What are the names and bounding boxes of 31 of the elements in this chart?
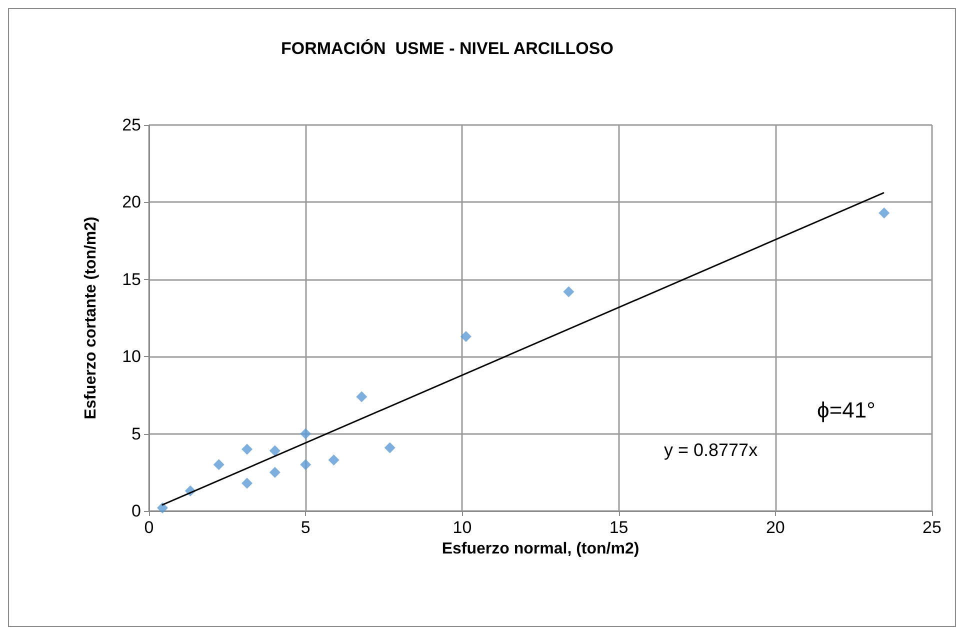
chart-title: FORMACIÓN USME - NIVEL ARCILLOSO bbox=[281, 38, 614, 58]
point bbox=[156, 502, 168, 514]
point bbox=[300, 459, 312, 470]
point bbox=[242, 478, 253, 489]
point bbox=[356, 391, 368, 402]
annotation: y = 0.8777x bbox=[664, 440, 758, 460]
y-tick-label: 0 bbox=[132, 502, 141, 520]
y-tick-label: 5 bbox=[132, 424, 141, 444]
point bbox=[300, 428, 312, 440]
y-tick-label: 10 bbox=[122, 347, 141, 366]
x-tick-label: 20 bbox=[766, 518, 785, 537]
x-tick-label: 25 bbox=[922, 518, 942, 537]
y-tick-label: 15 bbox=[122, 270, 141, 289]
point bbox=[269, 445, 280, 456]
x-tick-label: 5 bbox=[300, 518, 310, 537]
x-axis-title: Esfuerzo normal, (ton/m2) bbox=[442, 540, 640, 558]
point bbox=[384, 442, 396, 454]
point bbox=[242, 444, 253, 455]
point bbox=[328, 454, 340, 466]
y-tick-label: 20 bbox=[122, 192, 141, 212]
y-axis-title: Esfuerzo cortante (ton/m2) bbox=[82, 216, 100, 420]
point bbox=[269, 466, 280, 478]
x-tick-label: 10 bbox=[452, 518, 472, 537]
point bbox=[878, 208, 890, 219]
y-tick-label: 25 bbox=[122, 116, 141, 134]
point bbox=[213, 459, 224, 470]
point bbox=[460, 331, 472, 342]
annotation: ϕ=41° bbox=[817, 398, 876, 422]
x-tick-label: 0 bbox=[144, 518, 154, 537]
point bbox=[563, 286, 574, 298]
x-tick-label: 15 bbox=[609, 518, 628, 537]
